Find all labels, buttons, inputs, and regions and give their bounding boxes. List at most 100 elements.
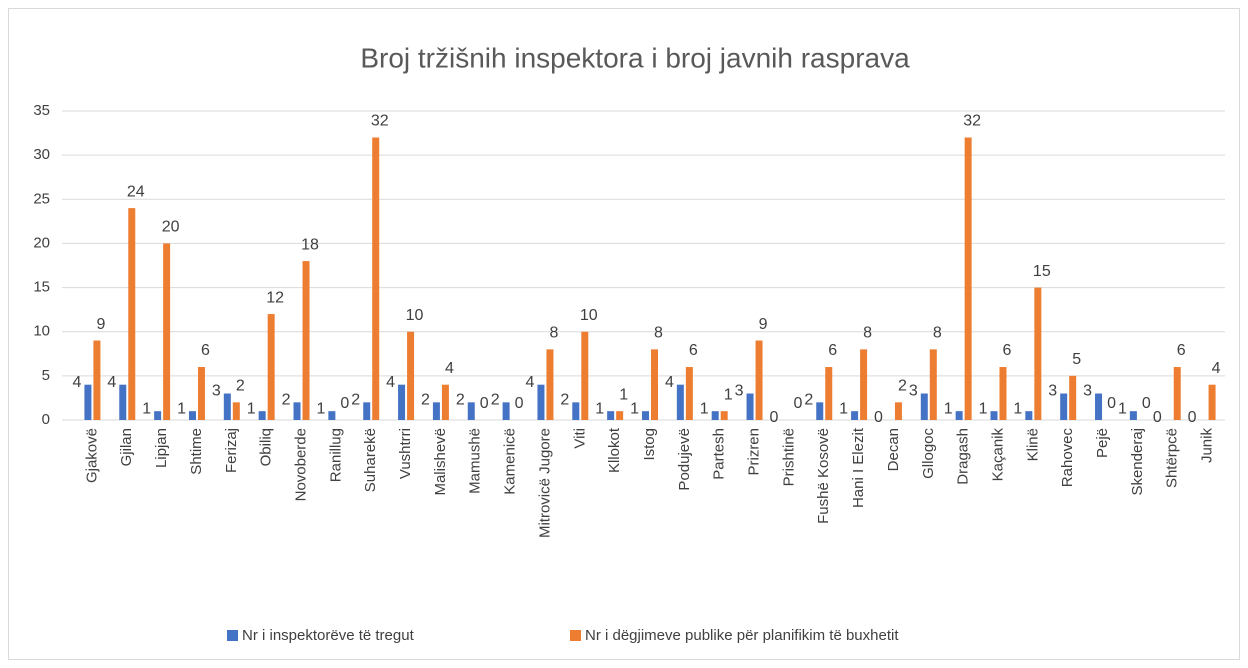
x-tick-label: Ferizaj: [223, 428, 240, 473]
x-tick-label: Shtime: [188, 428, 205, 475]
bar: [1060, 393, 1068, 420]
data-label: 6: [689, 342, 698, 359]
bar: [154, 411, 162, 420]
data-label: 3: [735, 383, 744, 400]
x-tick-label: Shtërpcë: [1164, 428, 1181, 488]
data-label: 1: [595, 400, 604, 417]
data-label: 2: [898, 378, 907, 395]
x-tick-label: Podujevë: [676, 428, 693, 491]
bar: [616, 411, 624, 420]
bar: [676, 384, 684, 420]
x-tick-label: Dragash: [955, 428, 972, 485]
bar: [467, 402, 475, 420]
bar: [398, 384, 406, 420]
y-tick-label: 30: [33, 146, 50, 163]
data-label: 6: [828, 342, 837, 359]
bar: [1069, 375, 1077, 420]
data-label: 8: [863, 325, 872, 342]
y-tick-label: 25: [33, 190, 50, 207]
x-tick-label: Kamenicë: [502, 428, 519, 495]
x-tick-label: Klinë: [1024, 428, 1041, 461]
bar: [685, 367, 693, 420]
data-label: 3: [212, 383, 221, 400]
data-label: 3: [909, 383, 918, 400]
data-label: 1: [724, 386, 733, 403]
bar: [955, 411, 963, 420]
x-tick-label: Partesh: [711, 428, 728, 480]
bar: [267, 314, 275, 420]
bar: [642, 411, 649, 420]
data-label: 10: [580, 307, 598, 324]
data-label: 4: [73, 374, 82, 391]
data-label: 18: [301, 236, 319, 253]
x-tick-label: Novoberde: [292, 428, 309, 501]
bar: [328, 411, 336, 420]
data-label: 8: [550, 325, 559, 342]
x-tick-label: Suharekë: [362, 428, 379, 492]
bar: [223, 393, 231, 420]
data-label: 0: [480, 395, 489, 412]
data-label: 4: [526, 374, 535, 391]
x-tick-label: Hani I Elezit: [850, 427, 867, 508]
x-tick-label: Istog: [641, 428, 658, 461]
data-label: 4: [445, 360, 454, 377]
legend-swatch: [570, 630, 581, 641]
bar: [1025, 411, 1033, 420]
data-label: 5: [1072, 351, 1081, 368]
bar: [1173, 367, 1181, 420]
x-tick-label: Obiliq: [258, 428, 275, 466]
x-tick-label: Kllokot: [606, 427, 623, 473]
data-label: 0: [769, 409, 778, 426]
bar: [407, 331, 415, 420]
x-tick-label: Lipjan: [153, 428, 170, 468]
legend-label: Nr i inspektorëve të tregut: [242, 627, 415, 644]
bar: [546, 349, 554, 420]
bar: [441, 384, 449, 420]
bar: [581, 331, 589, 420]
data-label: 0: [874, 409, 883, 426]
data-label: 6: [1177, 342, 1186, 359]
x-tick-label: Ranillug: [327, 428, 344, 482]
bar: [258, 411, 266, 420]
data-label: 10: [406, 307, 424, 324]
bar: [372, 137, 380, 420]
data-label: 2: [351, 392, 360, 409]
data-label: 2: [491, 392, 500, 409]
data-label: 32: [963, 113, 981, 130]
x-tick-label: Pejë: [1094, 428, 1111, 458]
bar: [572, 402, 580, 420]
bar: [1095, 393, 1103, 420]
bar: [293, 402, 301, 420]
data-label: 15: [1033, 263, 1051, 280]
bar: [1034, 287, 1042, 420]
bar: [964, 137, 972, 420]
bar: [302, 261, 310, 420]
bar: [990, 411, 998, 420]
bar: [197, 367, 205, 420]
data-label: 1: [177, 400, 186, 417]
data-label: 1: [247, 400, 256, 417]
bar: [755, 340, 763, 420]
data-label: 32: [371, 113, 389, 130]
x-tick-label: Gllogoc: [920, 428, 937, 479]
data-label: 0: [515, 395, 524, 412]
y-tick-label: 10: [33, 323, 50, 340]
data-label: 4: [665, 374, 674, 391]
data-label: 1: [700, 400, 709, 417]
data-label: 0: [1153, 409, 1162, 426]
data-label: 6: [1003, 342, 1012, 359]
legend-swatch: [227, 630, 238, 641]
x-tick-label: Rahovec: [1059, 428, 1076, 488]
data-label: 2: [421, 392, 430, 409]
bar: [746, 393, 754, 420]
bar: [502, 402, 510, 420]
bar: [232, 402, 240, 420]
data-label: 2: [456, 392, 465, 409]
bar: [1208, 384, 1216, 420]
x-tick-label: Fushë Kosovë: [815, 428, 832, 524]
data-label: 20: [162, 219, 180, 236]
data-label: 8: [933, 325, 942, 342]
bar: [816, 402, 824, 420]
data-label: 0: [793, 395, 802, 412]
bar: [894, 402, 902, 420]
